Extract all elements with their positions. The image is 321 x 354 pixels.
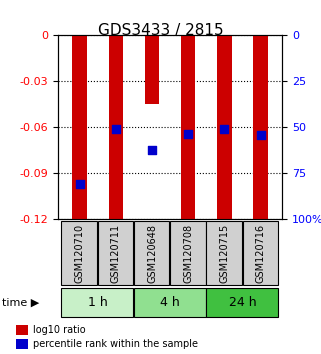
Bar: [254, 35, 268, 221]
Text: 24 h: 24 h: [229, 296, 256, 309]
Text: 4 h: 4 h: [160, 296, 180, 309]
Point: [113, 126, 118, 132]
FancyBboxPatch shape: [206, 288, 278, 317]
Point: [258, 132, 263, 138]
FancyBboxPatch shape: [61, 288, 133, 317]
FancyBboxPatch shape: [98, 222, 133, 285]
Point: [150, 148, 155, 153]
Text: GSM120711: GSM120711: [111, 223, 121, 283]
Bar: [16, 325, 28, 335]
Text: GSM120648: GSM120648: [147, 224, 157, 282]
Text: GDS3433 / 2815: GDS3433 / 2815: [98, 23, 223, 38]
Text: GSM120715: GSM120715: [220, 223, 230, 283]
Point: [186, 131, 191, 136]
FancyBboxPatch shape: [134, 288, 206, 317]
Bar: [217, 35, 232, 221]
Text: time ▶: time ▶: [2, 298, 39, 308]
Point: [222, 126, 227, 132]
Text: GSM120716: GSM120716: [256, 223, 266, 283]
Text: log10 ratio: log10 ratio: [33, 325, 86, 335]
Text: GSM120710: GSM120710: [74, 223, 84, 283]
Bar: [108, 35, 123, 221]
FancyBboxPatch shape: [206, 222, 242, 285]
Bar: [181, 35, 195, 221]
Point: [77, 181, 82, 187]
Text: GSM120708: GSM120708: [183, 223, 193, 283]
Text: percentile rank within the sample: percentile rank within the sample: [33, 339, 198, 349]
Bar: [72, 35, 87, 221]
Bar: [145, 35, 159, 104]
Bar: [16, 339, 28, 349]
FancyBboxPatch shape: [243, 222, 278, 285]
FancyBboxPatch shape: [170, 222, 206, 285]
FancyBboxPatch shape: [134, 222, 169, 285]
FancyBboxPatch shape: [61, 222, 97, 285]
Text: 1 h: 1 h: [88, 296, 108, 309]
